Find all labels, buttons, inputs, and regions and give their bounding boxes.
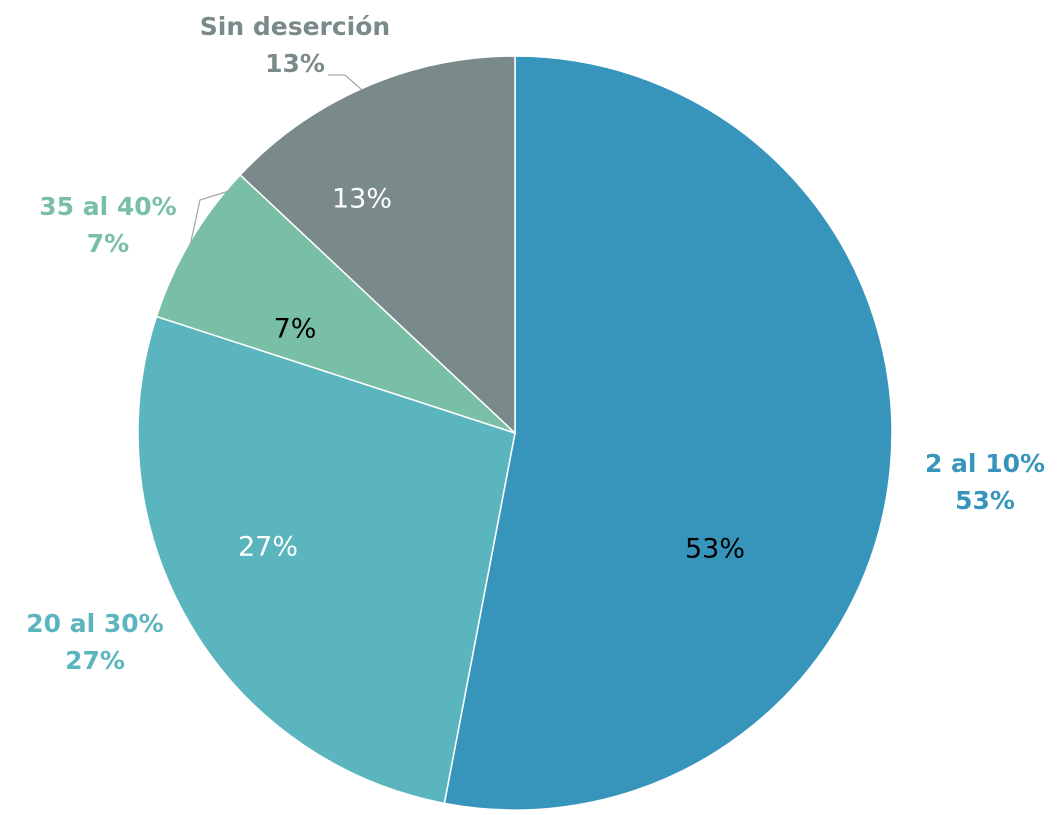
inner-value-label: 27% — [238, 532, 298, 563]
pie-slice — [239, 55, 516, 435]
inner-value-label: 7% — [274, 314, 317, 345]
pie-slice — [443, 55, 893, 811]
outer-value-label: 27% — [65, 646, 125, 675]
category-label: 35 al 40% — [39, 192, 176, 221]
inner-value-label: 53% — [685, 534, 745, 565]
leader-line — [328, 74, 363, 91]
pie-slice — [137, 315, 516, 805]
category-label: 20 al 30% — [26, 609, 163, 638]
category-label: Sin deserción — [200, 12, 390, 41]
category-label: 2 al 10% — [925, 449, 1045, 478]
outer-value-label: 7% — [87, 229, 129, 258]
outer-value-label: 13% — [265, 49, 325, 78]
inner-value-label: 13% — [332, 184, 392, 215]
leader-line — [189, 189, 233, 247]
outer-value-label: 53% — [955, 486, 1015, 515]
